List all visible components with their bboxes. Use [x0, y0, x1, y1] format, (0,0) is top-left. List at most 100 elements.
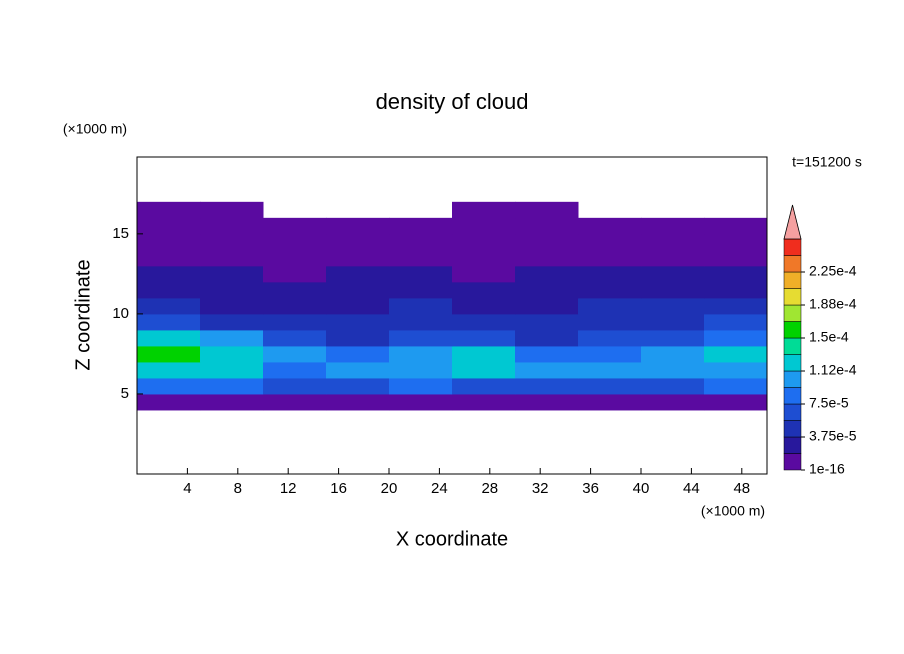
- contour-cell: [137, 217, 201, 235]
- x-tick-label: 36: [582, 480, 599, 497]
- colorbar-tick-label: 7.5e-5: [809, 395, 849, 411]
- contour-cell: [515, 249, 579, 267]
- colorbar-segment: [783, 238, 802, 256]
- colorbar-tick-label: 1.5e-4: [809, 329, 849, 345]
- colorbar-tick-label: 1e-16: [809, 461, 845, 477]
- contour-cell: [452, 217, 516, 235]
- colorbar-segment: [783, 255, 802, 273]
- y-tick-label: 5: [121, 385, 129, 402]
- contour-cell: [578, 249, 642, 267]
- contour-cell: [200, 217, 264, 235]
- contour-cell: [578, 377, 642, 395]
- contour-cell: [326, 313, 390, 331]
- contour-cell: [389, 361, 453, 379]
- colorbar-tick-label: 3.75e-5: [809, 428, 857, 444]
- contour-cell: [389, 265, 453, 283]
- contour-cell: [704, 329, 768, 347]
- contour-cell: [452, 201, 516, 219]
- contour-cell: [263, 265, 327, 283]
- colorbar-segment: [783, 337, 802, 355]
- colorbar-segment: [783, 288, 802, 306]
- contour-cell: [452, 313, 516, 331]
- contour-cell: [389, 233, 453, 251]
- contour-cell: [137, 233, 201, 251]
- contour-cell: [452, 281, 516, 299]
- contour-cell: [704, 345, 768, 363]
- x-axis-label: X coordinate: [396, 528, 508, 550]
- contour-cell: [515, 345, 579, 363]
- contour-cell: [200, 313, 264, 331]
- contour-cell: [641, 281, 705, 299]
- contour-cell: [137, 297, 201, 315]
- contour-cell: [641, 345, 705, 363]
- contour-cell: [263, 297, 327, 315]
- x-tick-label: 48: [733, 480, 750, 497]
- contour-cell: [578, 313, 642, 331]
- x-unit: (×1000 m): [701, 503, 765, 519]
- contour-cell: [578, 233, 642, 251]
- contour-cell: [452, 265, 516, 283]
- contour-cell: [263, 217, 327, 235]
- contour-cell: [326, 249, 390, 267]
- y-tick-label: 15: [112, 225, 129, 242]
- contour-cell: [263, 313, 327, 331]
- contour-cell: [326, 393, 390, 411]
- contour-cell: [578, 265, 642, 283]
- y-tick-label: 10: [112, 305, 129, 322]
- y-axis-label: Z coordinate: [72, 259, 94, 370]
- contour-cell: [452, 249, 516, 267]
- colorbar-tick-label: 2.25e-4: [809, 263, 857, 279]
- colorbar-segment: [783, 436, 802, 454]
- contour-cell: [641, 265, 705, 283]
- contour-cell: [326, 377, 390, 395]
- contour-cell: [452, 233, 516, 251]
- contour-cell: [515, 329, 579, 347]
- contour-cell: [389, 297, 453, 315]
- contour-cell: [263, 281, 327, 299]
- contour-cell: [200, 281, 264, 299]
- contour-cell: [515, 393, 579, 411]
- contour-cell: [704, 313, 768, 331]
- contour-cell: [389, 345, 453, 363]
- contour-cell: [515, 217, 579, 235]
- colorbar-segment: [783, 354, 802, 372]
- x-tick-label: 32: [532, 480, 549, 497]
- contour-cell: [641, 249, 705, 267]
- contour-cell: [389, 313, 453, 331]
- contour-cell: [137, 265, 201, 283]
- contour-cell: [515, 233, 579, 251]
- contour-cell: [137, 329, 201, 347]
- contour-cell: [578, 297, 642, 315]
- contour-cell: [137, 361, 201, 379]
- contour-cell: [515, 361, 579, 379]
- x-tick-label: 4: [183, 480, 191, 497]
- contour-cell: [137, 377, 201, 395]
- contour-cell: [263, 377, 327, 395]
- contour-cell: [137, 281, 201, 299]
- contour-cell: [137, 345, 201, 363]
- contour-cell: [200, 345, 264, 363]
- contour-cell: [578, 393, 642, 411]
- contour-cell: [641, 393, 705, 411]
- contour-cell: [389, 281, 453, 299]
- colorbar-segment: [783, 370, 802, 388]
- contour-cell: [641, 233, 705, 251]
- x-tick-label: 28: [481, 480, 498, 497]
- contour-cell: [263, 393, 327, 411]
- contour-cell: [389, 217, 453, 235]
- contour-cell: [452, 377, 516, 395]
- colorbar-segment: [783, 387, 802, 405]
- contour-cell: [200, 249, 264, 267]
- contour-cell: [515, 265, 579, 283]
- contour-cell: [263, 329, 327, 347]
- contour-cell: [515, 377, 579, 395]
- contour-cell: [200, 329, 264, 347]
- contour-cell: [200, 377, 264, 395]
- colorbar-segment: [783, 321, 802, 339]
- contour-cell: [452, 361, 516, 379]
- contour-cell: [641, 361, 705, 379]
- contour-cell: [389, 329, 453, 347]
- colorbar-segment: [783, 304, 802, 322]
- colorbar-segment: [783, 453, 802, 471]
- contour-cell: [578, 361, 642, 379]
